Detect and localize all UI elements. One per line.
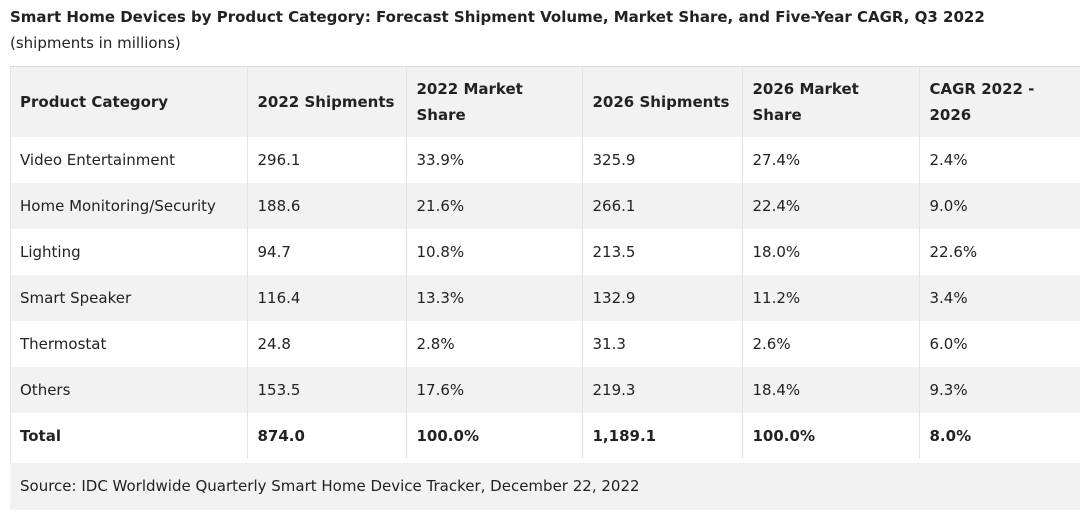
header-row: Product Category 2022 Shipments 2022 Mar… [10, 66, 1080, 137]
caption-title: Smart Home Devices by Product Category: … [10, 8, 985, 26]
cell-cagr: 2.4% [919, 137, 1080, 183]
cell-2026-market-share: 2.6% [742, 321, 920, 367]
cell-cagr: 9.3% [919, 367, 1080, 413]
table-row: Home Monitoring/Security 188.6 21.6% 266… [10, 183, 1080, 229]
column-header-2026-market-share: 2026 Market Share [742, 66, 920, 137]
cell-2022-market-share: 100.0% [406, 413, 583, 459]
cell-2026-market-share: 11.2% [742, 275, 920, 321]
cell-2026-shipments: 132.9 [582, 275, 743, 321]
cell-2022-shipments: 116.4 [247, 275, 407, 321]
cell-2022-market-share: 17.6% [406, 367, 583, 413]
column-header-2022-market-share: 2022 Market Share [406, 66, 583, 137]
cell-2022-shipments: 874.0 [247, 413, 407, 459]
cell-2022-market-share: 10.8% [406, 229, 583, 275]
cell-category: Lighting [10, 229, 248, 275]
cell-2026-shipments: 213.5 [582, 229, 743, 275]
cell-cagr: 22.6% [919, 229, 1080, 275]
cell-2022-market-share: 2.8% [406, 321, 583, 367]
column-header-2022-shipments: 2022 Shipments [247, 66, 407, 137]
cell-cagr: 6.0% [919, 321, 1080, 367]
table-row: Lighting 94.7 10.8% 213.5 18.0% 22.6% [10, 229, 1080, 275]
cell-2022-shipments: 188.6 [247, 183, 407, 229]
cell-2026-market-share: 22.4% [742, 183, 920, 229]
column-header-2026-shipments: 2026 Shipments [582, 66, 743, 137]
cell-2022-shipments: 94.7 [247, 229, 407, 275]
cell-2026-shipments: 325.9 [582, 137, 743, 183]
column-header-product-category: Product Category [10, 66, 248, 137]
cell-category: Smart Speaker [10, 275, 248, 321]
table-row: Video Entertainment 296.1 33.9% 325.9 27… [10, 137, 1080, 183]
cell-category: Others [10, 367, 248, 413]
table-row: Thermostat 24.8 2.8% 31.3 2.6% 6.0% [10, 321, 1080, 367]
cell-2022-shipments: 153.5 [247, 367, 407, 413]
cell-2022-market-share: 33.9% [406, 137, 583, 183]
table-body: Video Entertainment 296.1 33.9% 325.9 27… [10, 137, 1080, 459]
table-caption: Smart Home Devices by Product Category: … [10, 4, 1070, 56]
table-left-border [10, 66, 11, 510]
total-row: Total 874.0 100.0% 1,189.1 100.0% 8.0% [10, 413, 1080, 459]
cell-category: Home Monitoring/Security [10, 183, 248, 229]
shipments-table: Product Category 2022 Shipments 2022 Mar… [10, 66, 1080, 459]
cell-2026-market-share: 27.4% [742, 137, 920, 183]
column-header-cagr: CAGR 2022 - 2026 [919, 66, 1080, 137]
cell-category: Total [10, 413, 248, 459]
table-row: Others 153.5 17.6% 219.3 18.4% 9.3% [10, 367, 1080, 413]
cell-category: Thermostat [10, 321, 248, 367]
cell-2026-shipments: 219.3 [582, 367, 743, 413]
cell-cagr: 9.0% [919, 183, 1080, 229]
cell-2022-market-share: 13.3% [406, 275, 583, 321]
cell-2026-shipments: 1,189.1 [582, 413, 743, 459]
cell-cagr: 8.0% [919, 413, 1080, 459]
table-header: Product Category 2022 Shipments 2022 Mar… [10, 66, 1080, 137]
cell-2022-shipments: 24.8 [247, 321, 407, 367]
table-row: Smart Speaker 116.4 13.3% 132.9 11.2% 3.… [10, 275, 1080, 321]
cell-category: Video Entertainment [10, 137, 248, 183]
caption-note: (shipments in millions) [10, 34, 181, 52]
cell-2026-market-share: 18.4% [742, 367, 920, 413]
cell-cagr: 3.4% [919, 275, 1080, 321]
cell-2026-market-share: 18.0% [742, 229, 920, 275]
cell-2022-shipments: 296.1 [247, 137, 407, 183]
cell-2026-market-share: 100.0% [742, 413, 920, 459]
cell-2022-market-share: 21.6% [406, 183, 583, 229]
cell-2026-shipments: 266.1 [582, 183, 743, 229]
cell-2026-shipments: 31.3 [582, 321, 743, 367]
source-note: Source: IDC Worldwide Quarterly Smart Ho… [10, 463, 1080, 510]
